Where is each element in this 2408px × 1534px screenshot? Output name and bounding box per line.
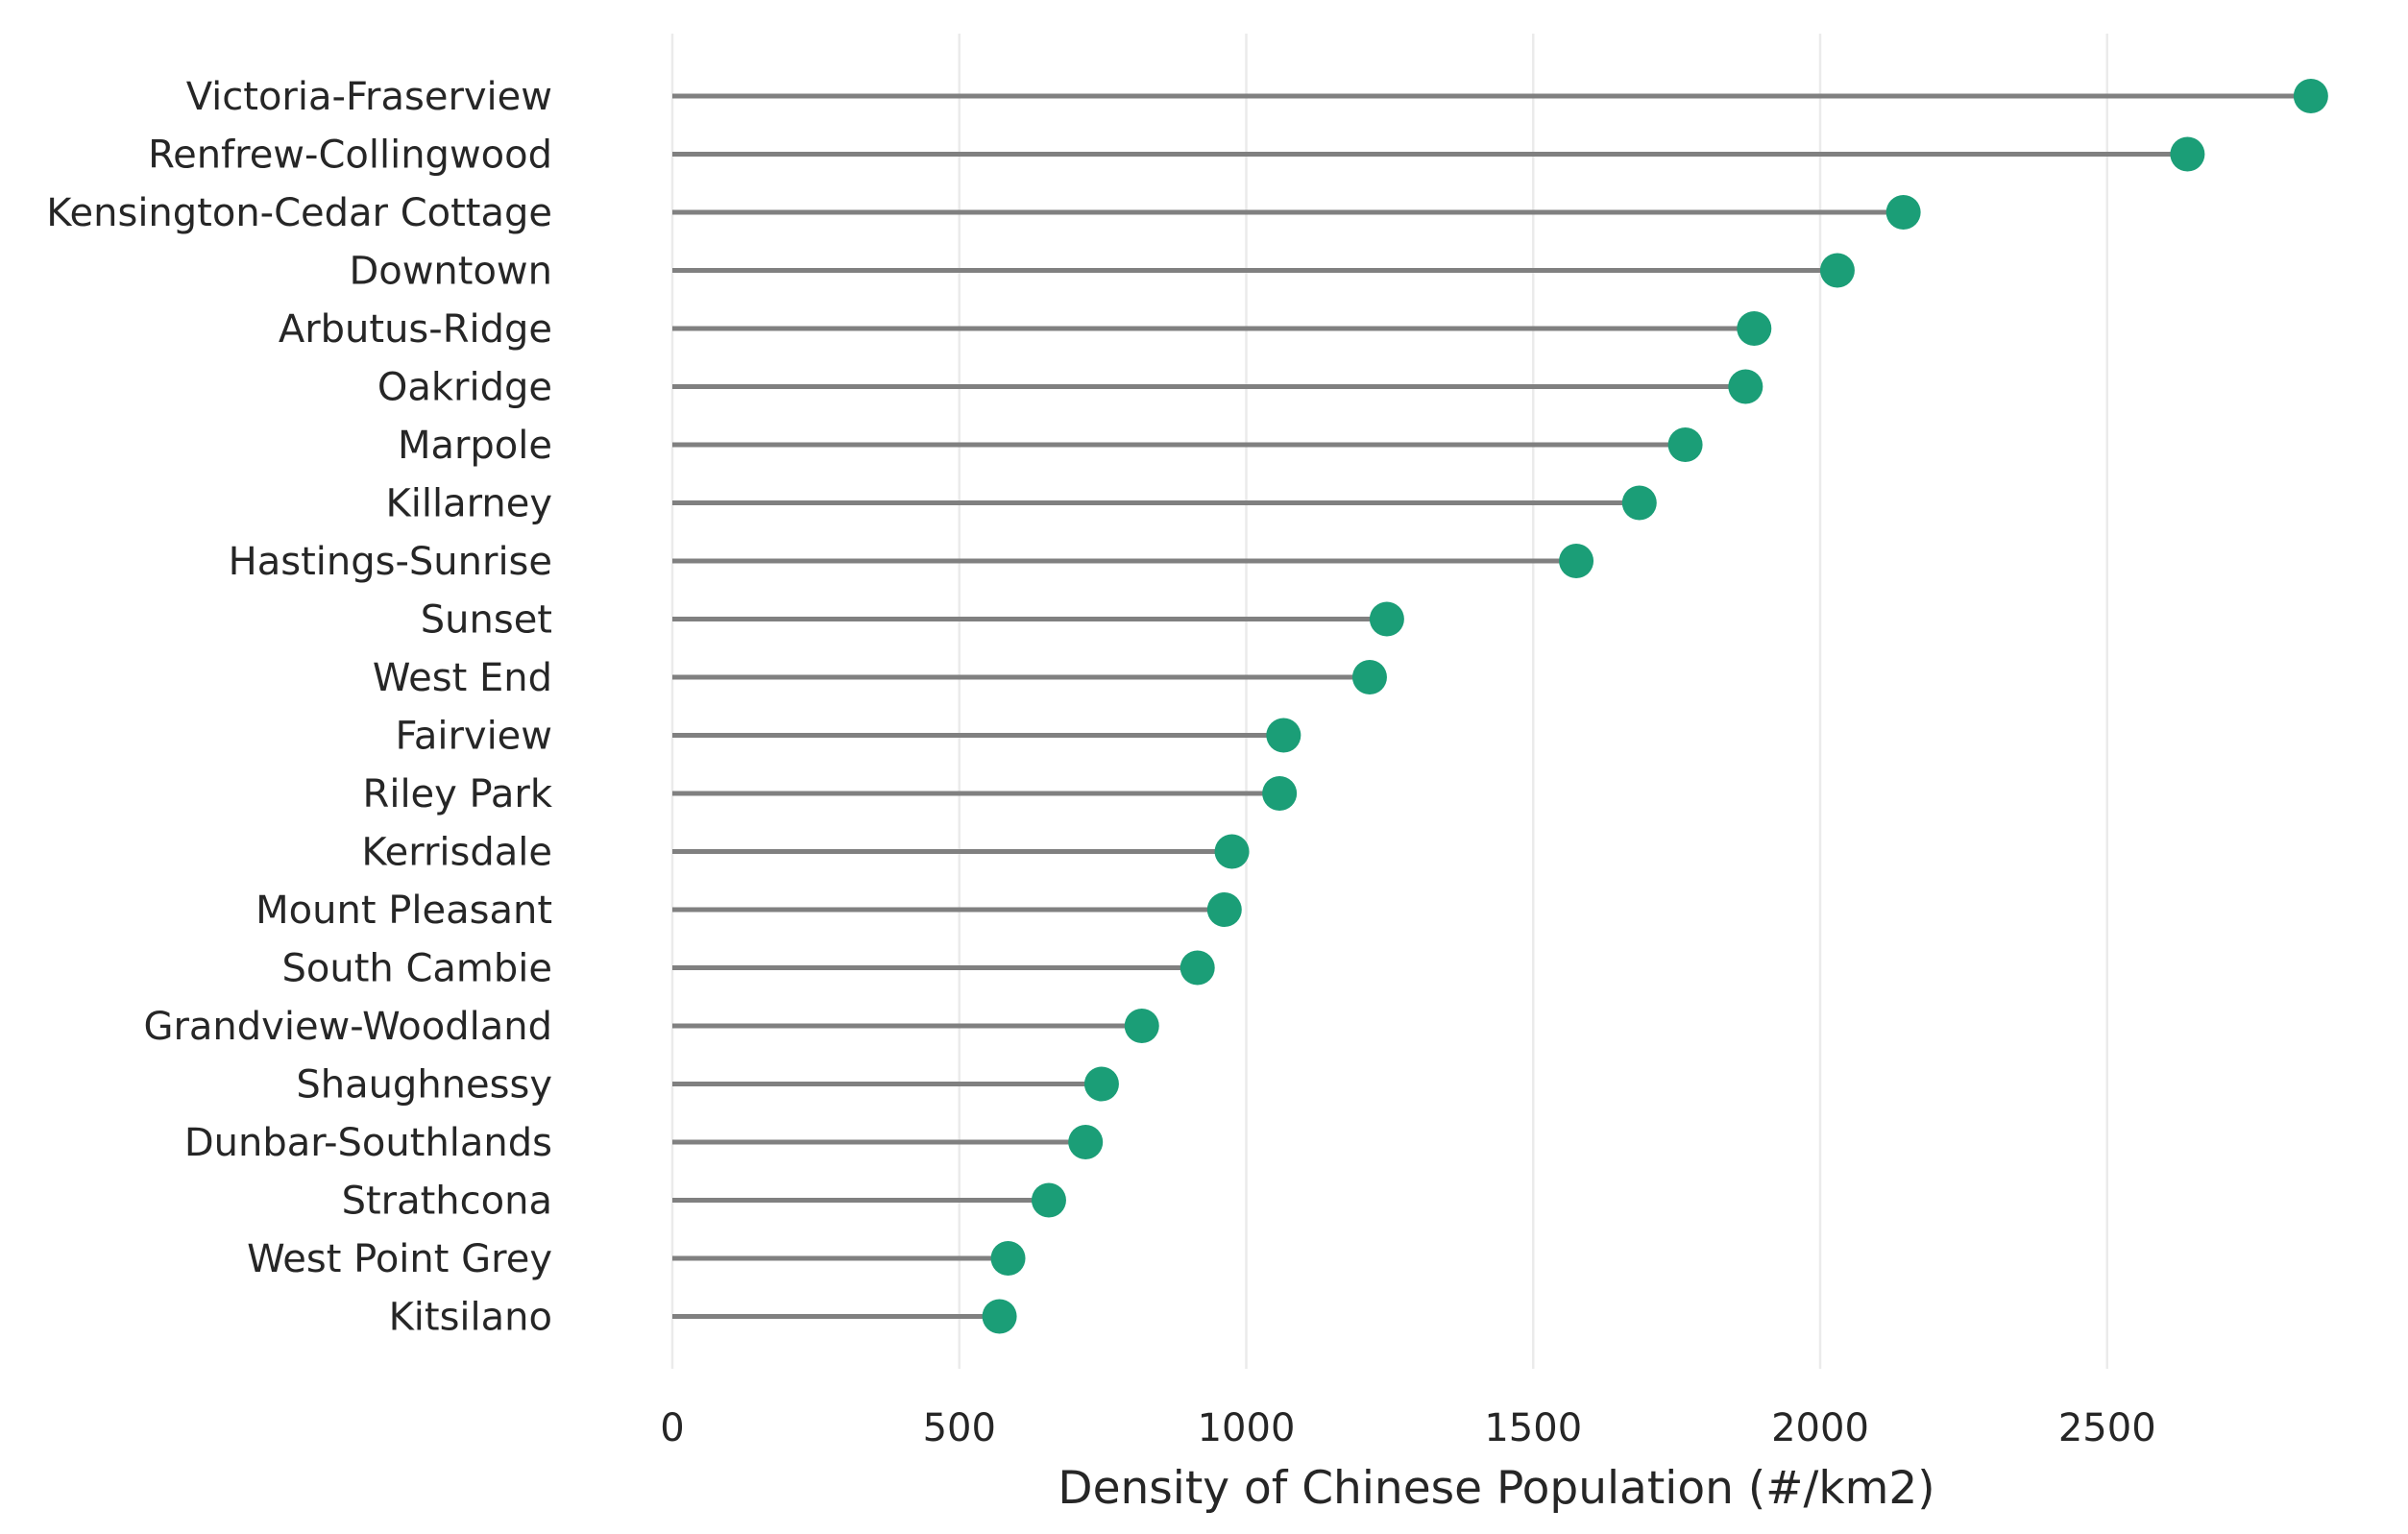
x-tick-label: 500: [923, 1406, 996, 1450]
data-point-19: [1031, 1182, 1066, 1218]
data-point-20: [990, 1241, 1026, 1276]
category-label: West End: [373, 656, 552, 700]
data-point-14: [1206, 892, 1242, 927]
data-point-4: [1737, 311, 1772, 346]
category-label: Oakridge: [377, 366, 552, 410]
category-label: Hastings-Sunrise: [229, 540, 552, 584]
category-label: Renfrew-Collingwood: [148, 134, 552, 178]
dot-layer: [982, 79, 2328, 1334]
x-tick-label: 1000: [1198, 1406, 1296, 1450]
category-label: Dunbar-Southlands: [184, 1121, 552, 1165]
data-point-11: [1266, 718, 1301, 753]
x-tick-label: 1500: [1484, 1406, 1582, 1450]
x-axis-title: Density of Chinese Population (#/km2): [1058, 1462, 1934, 1515]
data-point-1: [2170, 136, 2205, 172]
data-point-21: [982, 1299, 1017, 1334]
category-label: Kensington-Cedar Cottage: [46, 191, 552, 235]
category-label: West Point Grey: [247, 1237, 552, 1281]
category-label: Mount Pleasant: [255, 889, 552, 933]
data-point-8: [1559, 544, 1594, 578]
category-label: Kitsilano: [389, 1296, 552, 1340]
data-point-16: [1124, 1009, 1159, 1043]
data-point-15: [1180, 950, 1215, 986]
data-point-2: [1885, 195, 1921, 230]
data-point-18: [1068, 1125, 1104, 1159]
data-point-0: [2293, 79, 2328, 113]
data-point-17: [1083, 1066, 1119, 1102]
category-label: Arbutus-Ridge: [279, 307, 552, 352]
category-label: Sunset: [421, 598, 552, 643]
data-point-13: [1214, 834, 1250, 869]
grid-layer: [670, 34, 2108, 1369]
category-label: Killarney: [386, 482, 552, 526]
category-label: South Cambie: [282, 947, 552, 991]
x-tick-label: 2000: [1771, 1406, 1869, 1450]
category-label: Victoria-Fraserview: [186, 75, 552, 119]
category-label: Riley Park: [363, 772, 553, 816]
category-label: Kerrisdale: [361, 831, 552, 875]
x-tick-label: 0: [660, 1406, 684, 1450]
stem-layer: [672, 93, 2311, 1319]
data-point-9: [1369, 601, 1404, 637]
category-label: Shaughnessy: [296, 1063, 552, 1108]
category-label: Downtown: [349, 250, 552, 294]
category-label: Strathcona: [342, 1180, 552, 1224]
data-point-5: [1728, 369, 1763, 404]
category-labels: Victoria-Fraserview Renfrew-Collingwood Ke…: [46, 75, 553, 1340]
category-label: Grandview-Woodland: [143, 1005, 552, 1049]
x-tick-label: 2500: [2058, 1406, 2156, 1450]
x-tick-labels: 0 500 1000 1500 2000 2500: [660, 1406, 2155, 1450]
data-point-10: [1351, 660, 1387, 694]
data-point-6: [1667, 427, 1703, 462]
data-point-12: [1262, 776, 1298, 811]
category-label: Marpole: [398, 424, 552, 468]
data-point-7: [1621, 485, 1657, 521]
category-label: Fairview: [395, 715, 552, 759]
data-point-3: [1819, 253, 1855, 288]
